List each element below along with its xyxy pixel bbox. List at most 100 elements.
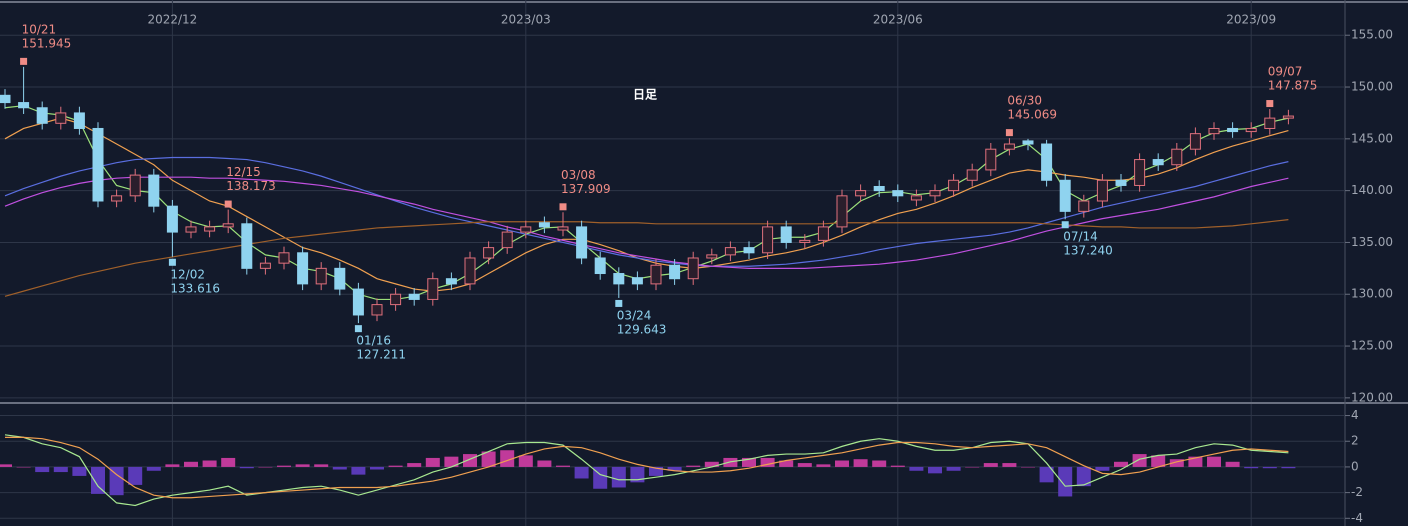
candle-body xyxy=(929,190,941,197)
y-tick-label: 2 xyxy=(1351,434,1359,448)
candle-body xyxy=(1115,179,1127,186)
histogram-bar xyxy=(723,457,738,467)
candle-body xyxy=(817,226,829,241)
candle-body xyxy=(892,190,904,197)
annotation-value: 145.069 xyxy=(1007,108,1057,122)
x-tick-label: 2022/12 xyxy=(147,13,197,27)
candle-body xyxy=(315,267,327,285)
candle-body xyxy=(166,205,178,233)
candle-body xyxy=(613,273,625,285)
extreme-marker xyxy=(168,258,176,266)
candle-body xyxy=(520,226,532,233)
histogram-bar xyxy=(16,466,31,468)
y-tick-label: 140.00 xyxy=(1351,183,1393,197)
annotation-date: 09/07 xyxy=(1268,65,1303,79)
candle-body xyxy=(631,277,643,285)
candle-body xyxy=(538,222,550,228)
histogram-bar xyxy=(1114,461,1128,467)
candle-body xyxy=(706,254,718,259)
histogram-bar xyxy=(295,464,310,467)
candle-body xyxy=(55,112,67,124)
histogram-bar xyxy=(1262,466,1277,469)
histogram-bar xyxy=(425,457,440,467)
y-tick-label: 150.00 xyxy=(1351,80,1393,94)
overlay-text: 日足 xyxy=(633,88,657,102)
y-tick-label: 130.00 xyxy=(1351,287,1393,301)
candle-body xyxy=(836,195,848,228)
histogram-bar xyxy=(742,457,756,467)
extreme-marker xyxy=(615,299,623,307)
histogram-bar xyxy=(35,466,50,473)
candle-body xyxy=(92,127,104,202)
histogram-bar xyxy=(1225,461,1240,467)
histogram-bar xyxy=(444,456,459,467)
candle-body xyxy=(855,190,867,197)
histogram-bar xyxy=(1207,456,1221,467)
histogram-bar xyxy=(1095,466,1110,471)
moving-average-line xyxy=(4,156,1289,267)
candle-body xyxy=(966,169,978,181)
candle-body xyxy=(1003,143,1015,150)
candle-body xyxy=(483,247,495,259)
histogram-bar xyxy=(500,450,515,467)
histogram-bar xyxy=(481,451,496,467)
histogram-bar xyxy=(91,466,105,494)
y-tick-label: 125.00 xyxy=(1351,339,1393,353)
candle-body xyxy=(910,195,922,201)
candle-body xyxy=(73,112,85,129)
candle-body xyxy=(1134,159,1146,186)
histogram-bar xyxy=(109,466,124,496)
extreme-marker xyxy=(354,325,362,333)
candle-body xyxy=(948,179,960,192)
histogram-bar xyxy=(1002,463,1017,467)
extreme-marker xyxy=(559,203,567,211)
candle-body xyxy=(371,304,383,316)
y-tick-label: -4 xyxy=(1351,511,1363,525)
histogram-bar xyxy=(407,463,422,467)
histogram-bar xyxy=(909,466,924,471)
candle-body xyxy=(390,293,402,306)
histogram-bar xyxy=(53,466,68,473)
histogram-bar xyxy=(1021,466,1035,468)
candle-body xyxy=(762,226,774,254)
moving-average-line xyxy=(4,219,1289,297)
x-tick-label: 2023/03 xyxy=(501,13,551,27)
histogram-bar xyxy=(1169,459,1184,467)
candle-body xyxy=(259,262,271,269)
histogram-bar xyxy=(277,465,291,467)
candle-body xyxy=(445,278,457,285)
candle-body xyxy=(427,278,439,300)
candle-body xyxy=(687,257,699,280)
candle-body xyxy=(501,231,513,249)
extreme-marker xyxy=(20,57,28,65)
histogram-bar xyxy=(611,466,626,488)
candle-body xyxy=(1208,127,1220,135)
candle-body xyxy=(985,148,997,171)
y-tick-label: 4 xyxy=(1351,408,1359,422)
extreme-marker xyxy=(224,200,232,208)
histogram-bar xyxy=(983,463,998,467)
annotation-value: 137.240 xyxy=(1063,244,1113,258)
annotation-value: 137.909 xyxy=(561,182,611,196)
histogram-bar xyxy=(965,466,980,468)
histogram-bar xyxy=(258,466,273,468)
histogram-bar xyxy=(1039,466,1054,483)
annotation-date: 03/08 xyxy=(561,168,596,182)
candle-body xyxy=(743,247,755,254)
x-tick-label: 2023/09 xyxy=(1226,13,1276,27)
candle-body xyxy=(1078,200,1090,212)
histogram-bar xyxy=(518,455,533,467)
histogram-bar xyxy=(332,466,347,470)
annotation-date: 12/02 xyxy=(170,267,205,281)
candle-body xyxy=(1041,143,1053,181)
annotation-value: 127.211 xyxy=(356,348,406,362)
y-tick-label: 145.00 xyxy=(1351,131,1393,145)
extreme-marker xyxy=(1061,221,1069,229)
histogram-bar xyxy=(760,457,775,467)
moving-average-line xyxy=(4,117,1289,292)
histogram-bar xyxy=(667,466,682,471)
candle-body xyxy=(185,226,197,233)
histogram-bar xyxy=(537,460,552,467)
